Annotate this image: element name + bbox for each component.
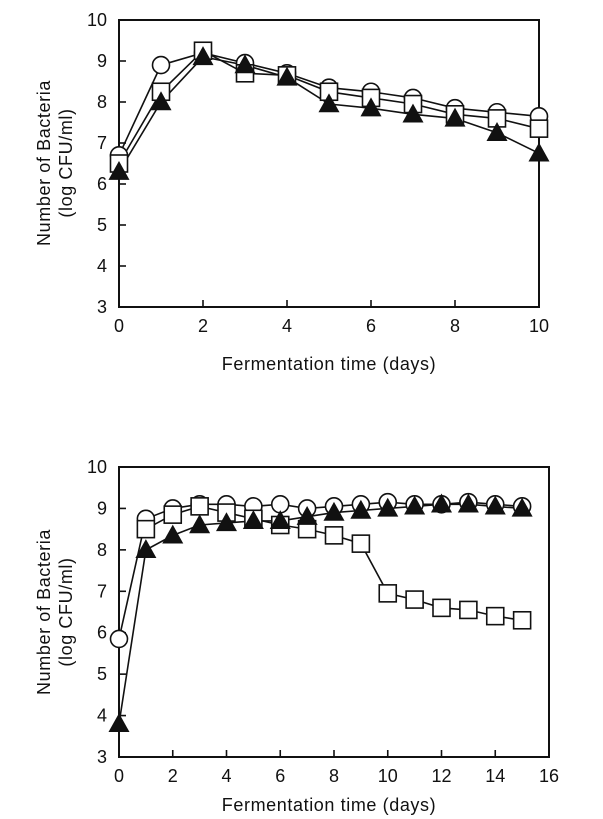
x-tick-label: 2 <box>198 316 208 336</box>
data-point-triangle <box>457 493 479 513</box>
data-point-square <box>459 600 478 620</box>
series-line-filled-triangle <box>118 56 540 173</box>
y-tick-label: 6 <box>97 623 107 643</box>
series-group <box>108 41 550 180</box>
data-point-triangle <box>135 539 157 559</box>
data-point-triangle <box>296 505 318 525</box>
y-tick-label: 4 <box>97 256 107 276</box>
series-group <box>108 492 533 733</box>
y-axis-title-line2: (log CFU/ml) <box>56 108 76 217</box>
y-tick-label: 3 <box>97 747 107 767</box>
data-point-square <box>529 119 549 138</box>
y-tick-label: 8 <box>97 540 107 560</box>
data-point-square <box>163 505 183 524</box>
tick-group: 3 4 5 6 7 8 9 10 0 2 4 6 8 10 <box>87 10 549 336</box>
x-tick-label: 10 <box>529 316 549 336</box>
data-point-triangle <box>444 107 466 127</box>
data-point-triangle <box>150 91 172 111</box>
y-tick-label: 5 <box>97 215 107 235</box>
y-tick-label: 8 <box>97 92 107 112</box>
data-point-square <box>136 519 156 539</box>
y-tick-label: 5 <box>97 664 107 684</box>
y-tick-label: 9 <box>97 51 107 71</box>
data-point-triangle <box>323 501 345 521</box>
data-point-square <box>405 590 424 609</box>
data-point-circle <box>109 629 129 649</box>
series-line-filled-triangle <box>118 503 523 725</box>
data-point-triangle <box>528 142 550 162</box>
x-axis-title: Fermentation time (days) <box>222 795 436 815</box>
data-point-triangle <box>108 713 130 733</box>
data-point-triangle <box>189 514 211 534</box>
data-point-circle <box>151 55 171 75</box>
x-tick-label: 0 <box>114 316 124 336</box>
chart-top: 3 4 5 6 7 8 9 10 0 2 4 6 8 10 Fermentation time (days… <box>34 10 550 374</box>
x-tick-label: 0 <box>114 766 124 786</box>
data-point-triangle <box>486 122 508 141</box>
data-point-triangle <box>377 497 399 517</box>
data-point-triangle <box>511 497 533 517</box>
data-point-square <box>485 606 505 626</box>
series-line-open-circle <box>118 501 523 640</box>
x-tick-label: 14 <box>485 766 505 786</box>
x-tick-label: 10 <box>378 766 398 786</box>
data-point-triangle <box>215 512 238 532</box>
y-axis-title-line1: Number of Bacteria <box>34 529 54 695</box>
data-point-square <box>432 598 451 618</box>
data-point-triangle <box>402 103 424 123</box>
data-point-triangle <box>242 510 264 530</box>
data-point-triangle <box>404 495 426 515</box>
x-tick-label: 6 <box>366 316 376 336</box>
y-tick-label: 3 <box>97 297 107 317</box>
data-point-triangle <box>318 93 340 113</box>
data-point-triangle <box>350 499 372 519</box>
data-point-square <box>351 534 371 553</box>
x-tick-label: 4 <box>221 766 231 786</box>
tick-group: 3 4 5 6 7 8 9 10 0 2 4 6 8 10 12 14 16 <box>87 457 559 786</box>
data-point-square <box>378 584 398 603</box>
x-tick-label: 12 <box>431 766 451 786</box>
data-point-triangle <box>162 524 184 544</box>
data-point-triangle <box>192 46 214 66</box>
y-tick-label: 7 <box>97 133 107 153</box>
chart-bottom: 3 4 5 6 7 8 9 10 0 2 4 6 8 10 12 14 16 Fermentation time… <box>34 457 559 815</box>
y-axis-title-line2: (log CFU/ml) <box>56 557 76 666</box>
x-tick-label: 6 <box>275 766 285 786</box>
x-tick-label: 16 <box>539 766 559 786</box>
data-point-square <box>190 497 209 516</box>
data-point-square <box>512 610 532 630</box>
y-axis-title-line1: Number of Bacteria <box>34 80 54 246</box>
y-tick-label: 10 <box>87 457 107 477</box>
y-tick-label: 10 <box>87 10 107 30</box>
plot-frame <box>118 19 540 308</box>
data-point-triangle <box>360 97 382 117</box>
y-tick-label: 4 <box>97 706 107 726</box>
data-point-triangle <box>269 510 291 530</box>
x-tick-label: 8 <box>450 316 460 336</box>
data-point-triangle <box>234 54 256 74</box>
x-tick-label: 2 <box>168 766 178 786</box>
y-tick-label: 7 <box>97 581 107 601</box>
x-axis-title: Fermentation time (days) <box>222 354 436 374</box>
data-point-triangle <box>108 160 130 180</box>
data-point-triangle <box>276 66 298 86</box>
x-tick-label: 4 <box>282 316 292 336</box>
data-point-square <box>324 526 344 545</box>
data-point-triangle <box>484 495 506 515</box>
data-point-triangle <box>430 493 453 513</box>
x-tick-label: 8 <box>329 766 339 786</box>
y-tick-label: 6 <box>97 174 107 194</box>
y-tick-label: 9 <box>97 498 107 518</box>
